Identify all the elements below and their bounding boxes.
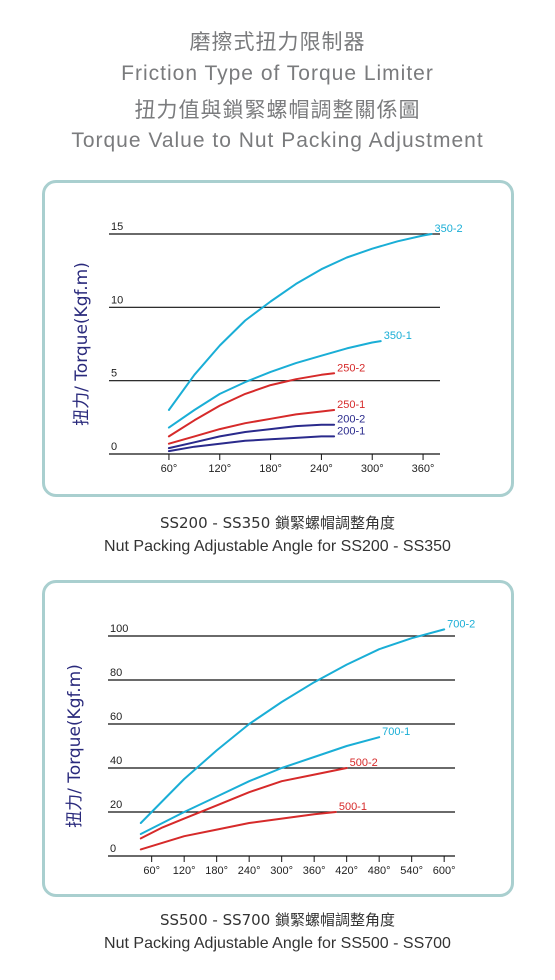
torque-chart-ss500-ss700: 100 80 60 40 20 0 60° 120° 180° 240° 300° 360° 420° 4… — [65, 618, 475, 877]
chart1-caption-english: Nut Packing Adjustable Angle for SS200 -… — [104, 538, 451, 555]
series-line-250-1 — [167, 409, 336, 445]
x-tick-label: 300° — [270, 865, 293, 877]
series-label-200-1: 200-1 — [337, 425, 365, 437]
x-tick-label: 60° — [143, 865, 160, 877]
x-tick-label: 420° — [335, 865, 358, 877]
series-label-500-1: 500-1 — [339, 801, 367, 813]
y-tick-label: 100 — [110, 623, 128, 635]
series-label-350-1: 350-1 — [384, 330, 412, 342]
torque-chart-ss200-ss350: 15 10 5 0 60° 120° 180° 240° 300° 360° 扭力/ Torque(… — [72, 221, 463, 475]
y-tick-label: 0 — [111, 441, 117, 453]
series-line-200-2 — [167, 423, 336, 450]
series-line-500-2 — [139, 767, 348, 840]
x-tick-label: 480° — [368, 865, 391, 877]
y-tick-label: 40 — [110, 755, 122, 767]
y-tick-label: 5 — [111, 368, 117, 380]
x-tick-label: 300° — [361, 463, 384, 475]
x-tick-label: 180° — [259, 463, 282, 475]
y-tick-label: 0 — [110, 843, 116, 855]
y-axis-title: 扭力/ Torque(Kgf.m) — [65, 664, 85, 828]
y-tick-label: 10 — [111, 294, 123, 306]
x-tick-label: 240° — [310, 463, 333, 475]
x-tick-label: 360° — [303, 865, 326, 877]
y-tick-label: 15 — [111, 221, 123, 233]
y-axis-title: 扭力/ Torque(Kgf.m) — [72, 262, 92, 426]
chart-panel-ss200-ss350: 15 10 5 0 60° 120° 180° 240° 300° 360° 扭力/ Torque(… — [42, 180, 514, 497]
x-tick-label: 360° — [412, 463, 435, 475]
series-line-350-1 — [167, 340, 382, 429]
x-tick-label: 120° — [173, 865, 196, 877]
x-tick-label: 180° — [205, 865, 228, 877]
x-tick-label: 540° — [400, 865, 423, 877]
chart2-caption-chinese: SS500 - SS700 鎖緊螺帽調整角度 — [159, 911, 396, 929]
y-tick-label: 80 — [110, 667, 122, 679]
y-tick-label: 20 — [110, 799, 122, 811]
series-label-250-1: 250-1 — [337, 399, 365, 411]
page-title-chinese: 磨擦式扭力限制器 — [189, 30, 366, 54]
series-line-700-1 — [139, 736, 381, 835]
page-subtitle-chinese: 扭力值與鎖緊螺帽調整關係圖 — [134, 98, 421, 122]
series-label-250-2: 250-2 — [337, 362, 365, 374]
page-title-english: Friction Type of Torque Limiter — [121, 62, 434, 85]
chart1-caption-chinese: SS200 - SS350 鎖緊螺帽調整角度 — [159, 514, 396, 532]
series-label-700-1: 700-1 — [382, 726, 410, 738]
series-label-350-2: 350-2 — [435, 223, 463, 235]
series-line-350-2 — [167, 233, 433, 411]
chart2-caption-english: Nut Packing Adjustable Angle for SS500 -… — [104, 935, 451, 952]
series-line-200-1 — [167, 435, 336, 453]
x-tick-label: 600° — [433, 865, 456, 877]
series-label-700-2: 700-2 — [447, 618, 475, 630]
x-tick-label: 60° — [161, 463, 178, 475]
page-subtitle-english: Torque Value to Nut Packing Adjustment — [71, 129, 484, 152]
series-label-200-2: 200-2 — [337, 414, 365, 426]
chart-panel-ss500-ss700: 100 80 60 40 20 0 60° 120° 180° 240° 300° 360° 420° 4… — [42, 580, 514, 897]
series-label-500-2: 500-2 — [350, 757, 378, 769]
y-tick-label: 60 — [110, 711, 122, 723]
x-tick-label: 240° — [238, 865, 261, 877]
series-line-250-2 — [167, 372, 336, 438]
series-line-700-2 — [139, 628, 446, 824]
series-line-500-1 — [139, 811, 337, 851]
x-tick-label: 120° — [208, 463, 231, 475]
